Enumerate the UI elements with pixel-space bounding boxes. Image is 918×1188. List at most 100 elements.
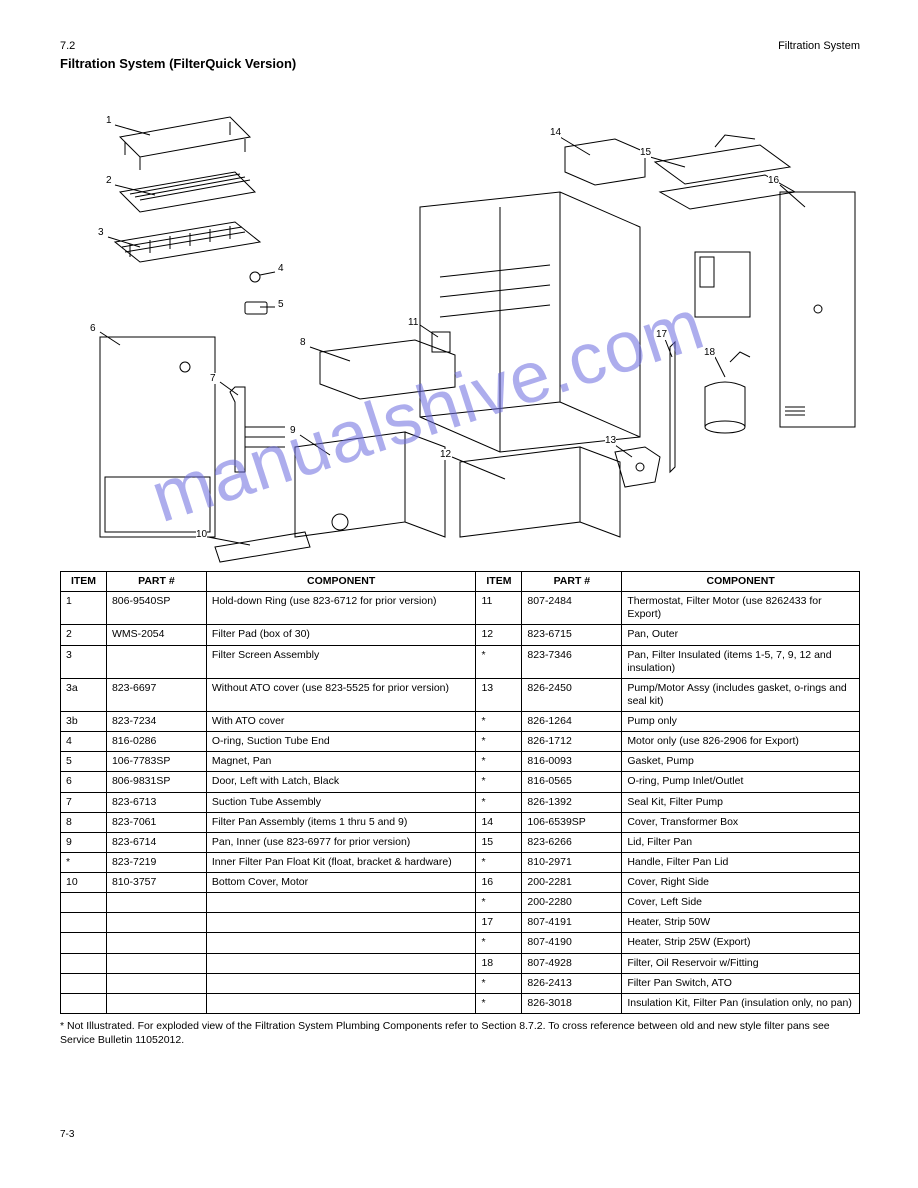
cell-part-l: 806-9831SP [106,772,206,792]
cell-desc-l: Filter Screen Assembly [206,645,476,678]
page-number: 7-3 [60,1129,860,1140]
cell-item-l: 2 [61,625,107,645]
cell-desc-r: Cover, Transformer Box [622,812,860,832]
cell-item-l: 7 [61,792,107,812]
cell-item-r: 18 [476,953,522,973]
callout-11: 11 [408,317,418,328]
cell-item-r: * [476,752,522,772]
cell-item-l: 3 [61,645,107,678]
callout-18: 18 [704,347,715,358]
callout-5: 5 [278,299,284,310]
cell-desc-r: Motor only (use 826-2906 for Export) [622,732,860,752]
callout-8: 8 [300,337,306,348]
cell-part-l: 806-9540SP [106,592,206,625]
cell-item-l: 3b [61,712,107,732]
cell-item-l [61,973,107,993]
cell-item-l: 5 [61,752,107,772]
cell-desc-l: Magnet, Pan [206,752,476,772]
cell-item-l: * [61,852,107,872]
cell-part-r: 826-1264 [522,712,622,732]
cell-item-l: 1 [61,592,107,625]
cell-item-l: 10 [61,873,107,893]
cell-item-r: 12 [476,625,522,645]
cell-part-r: 200-2281 [522,873,622,893]
cell-part-l: 823-7234 [106,712,206,732]
cell-desc-l: Filter Pad (box of 30) [206,625,476,645]
header-row: 7.2 Filtration System [60,40,860,52]
cell-item-l [61,953,107,973]
section-title: Filtration System [778,40,860,52]
cell-part-r: 807-4191 [522,913,622,933]
cell-desc-l [206,933,476,953]
cell-desc-r: Gasket, Pump [622,752,860,772]
th-desc-r: COMPONENT [622,572,860,592]
cell-item-l [61,993,107,1013]
cell-desc-l: Suction Tube Assembly [206,792,476,812]
cell-desc-l [206,953,476,973]
th-part-r: PART # [522,572,622,592]
cell-part-l: 823-6714 [106,832,206,852]
cell-part-l: 823-6713 [106,792,206,812]
cell-item-r: * [476,732,522,752]
cell-desc-r: Pan, Outer [622,625,860,645]
cell-item-r: 14 [476,812,522,832]
cell-part-r: 826-1712 [522,732,622,752]
callout-4: 4 [278,263,284,274]
th-part-l: PART # [106,572,206,592]
cell-desc-r: Seal Kit, Filter Pump [622,792,860,812]
cell-part-r: 807-4190 [522,933,622,953]
cell-item-l [61,913,107,933]
cell-desc-r: Thermostat, Filter Motor (use 8262433 fo… [622,592,860,625]
cell-item-r: 16 [476,873,522,893]
callout-6: 6 [90,323,96,334]
cell-desc-l: With ATO cover [206,712,476,732]
cell-desc-r: Pump only [622,712,860,732]
callout-17: 17 [656,329,667,340]
cell-desc-r: Cover, Left Side [622,893,860,913]
callout-14: 14 [550,127,561,138]
cell-part-r: 816-0565 [522,772,622,792]
callout-16: 16 [768,175,779,186]
cell-part-l [106,645,206,678]
cell-desc-l: Pan, Inner (use 823-6977 for prior versi… [206,832,476,852]
cell-part-r: 106-6539SP [522,812,622,832]
cell-desc-l: Hold-down Ring (use 823-6712 for prior v… [206,592,476,625]
cell-part-r: 807-2484 [522,592,622,625]
cell-part-r: 823-7346 [522,645,622,678]
cell-part-r: 823-6715 [522,625,622,645]
cell-part-l: WMS-2054 [106,625,206,645]
cell-part-l: 810-3757 [106,873,206,893]
cell-item-r: * [476,933,522,953]
cell-part-r: 823-6266 [522,832,622,852]
cell-desc-r: Filter Pan Switch, ATO [622,973,860,993]
cell-desc-r: O-ring, Pump Inlet/Outlet [622,772,860,792]
cell-part-l [106,973,206,993]
cell-item-l: 8 [61,812,107,832]
callout-15: 15 [640,147,651,158]
cell-desc-l [206,993,476,1013]
page-container: 7.2 Filtration System Filtration System … [60,40,860,1047]
cell-desc-r: Heater, Strip 50W [622,913,860,933]
th-item-l: ITEM [61,572,107,592]
cell-item-r: 17 [476,913,522,933]
cell-item-r: * [476,712,522,732]
cell-part-l [106,933,206,953]
cell-desc-l: Without ATO cover (use 823-5525 for prio… [206,678,476,711]
cell-desc-r: Heater, Strip 25W (Export) [622,933,860,953]
cell-part-l [106,893,206,913]
cell-item-r: 11 [476,592,522,625]
cell-part-l: 823-7219 [106,852,206,872]
cell-part-l: 823-7061 [106,812,206,832]
cell-desc-l: Door, Left with Latch, Black [206,772,476,792]
cell-item-r: * [476,973,522,993]
cell-part-l: 823-6697 [106,678,206,711]
callout-13: 13 [605,435,616,446]
callout-12: 12 [440,449,451,460]
cell-part-r: 826-2450 [522,678,622,711]
callout-3: 3 [98,227,104,238]
cell-part-r: 826-1392 [522,792,622,812]
cell-item-l [61,893,107,913]
callout-10: 10 [196,529,207,540]
cell-part-l [106,913,206,933]
cell-item-r: * [476,645,522,678]
